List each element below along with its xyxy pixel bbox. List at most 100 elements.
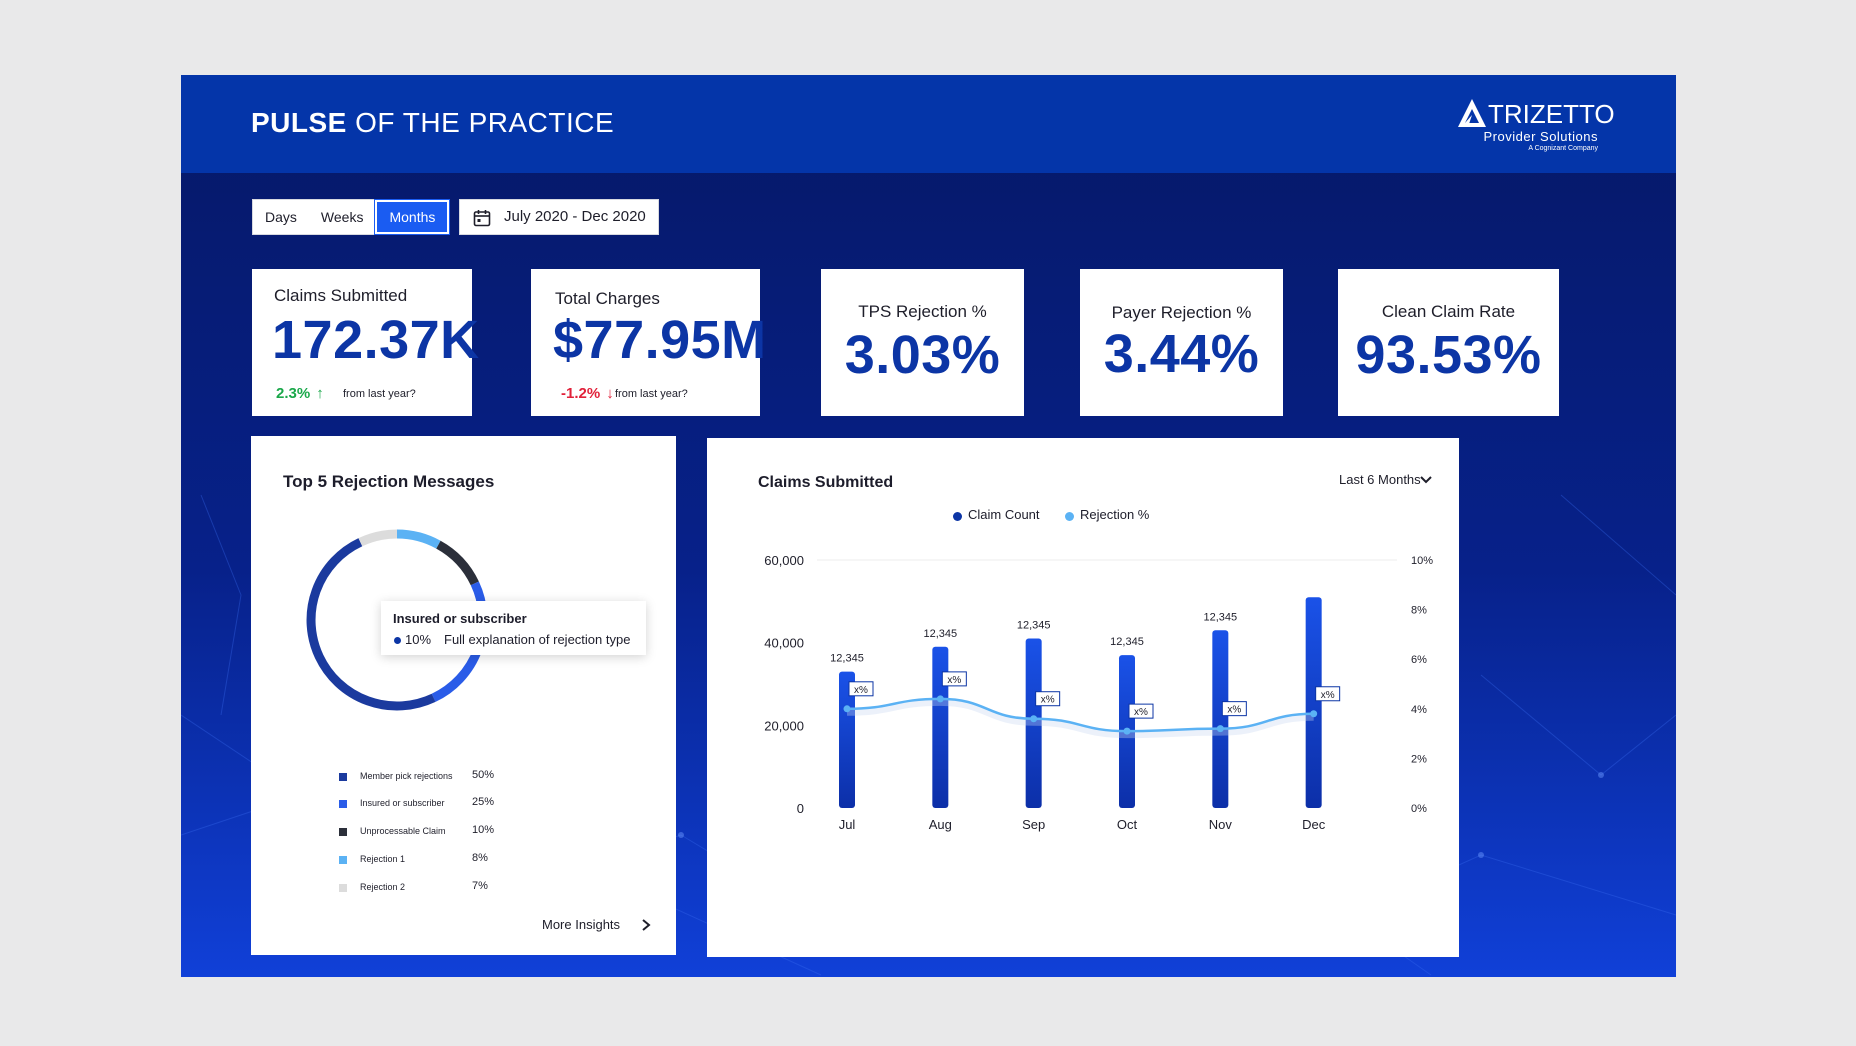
rejection-line xyxy=(846,697,1314,733)
legend-label: Member pick rejections xyxy=(360,771,453,781)
kpi-value: 3.44% xyxy=(1103,324,1260,384)
kpi-claims-submitted: Claims Submitted 172.37K 2.3% ↑ from last… xyxy=(252,269,479,416)
line-value-box xyxy=(941,671,967,687)
kpi-delta-value: 2.3% xyxy=(276,385,311,402)
kpi-label: Claims Submitted xyxy=(274,286,408,305)
legend-label-rejection: Rejection % xyxy=(1080,507,1150,522)
page-title: PULSE OF THE PRACTICE xyxy=(251,107,614,139)
tooltip-percent: 10% xyxy=(405,632,432,647)
line-value-label: x% xyxy=(1134,707,1148,718)
donut-slice[interactable] xyxy=(396,529,441,549)
range-dropdown[interactable]: Last 6 Months xyxy=(1339,472,1421,487)
legend-swatch-rejection xyxy=(1065,512,1074,521)
y2-tick-label: 4% xyxy=(1411,704,1427,716)
tooltip-title: Insured or subscriber xyxy=(393,611,527,626)
legend-swatch xyxy=(339,884,347,892)
y-tick-label: 60,000 xyxy=(764,553,804,568)
legend-value: 10% xyxy=(472,824,495,836)
bar-sep[interactable] xyxy=(1025,638,1042,808)
line-point[interactable] xyxy=(1030,715,1038,723)
bar-value-label: 12,345 xyxy=(1110,636,1144,648)
y2-tick-label: 0% xyxy=(1411,803,1427,815)
legend-value: 25% xyxy=(472,796,495,808)
donut-slice[interactable] xyxy=(436,540,479,586)
bar-dec[interactable] xyxy=(1305,597,1322,808)
x-axis: Jul Aug Sep Oct Nov Dec xyxy=(839,817,1326,832)
claims-chart: 0 20,000 40,000 60,000 0% 2% 4% 6% 8% 10% 12,345… xyxy=(764,553,1433,832)
chevron-right-icon[interactable] xyxy=(641,919,651,931)
rejection-messages-card: Top 5 Rejection Messages Insured or subs… xyxy=(251,436,676,955)
legend-item-member-pick: Member pick rejections 50% xyxy=(339,769,519,785)
kpi-delta: -1.2% ↓ xyxy=(561,385,614,402)
line-value-label: x% xyxy=(1321,690,1335,701)
legend-label-claim-count: Claim Count xyxy=(968,507,1040,522)
y-tick-label: 20,000 xyxy=(764,718,804,733)
line-value-label: x% xyxy=(1041,695,1055,706)
y-axis-right: 0% 2% 4% 6% 8% 10% xyxy=(1411,555,1433,815)
donut-slice[interactable] xyxy=(306,538,436,711)
period-toggle: Days Weeks Months xyxy=(252,199,451,235)
bar-jul[interactable] xyxy=(839,671,855,808)
legend-value: 8% xyxy=(472,852,488,864)
legend-item-insured: Insured or subscriber 25% xyxy=(339,796,519,812)
line-value-box xyxy=(1128,703,1154,719)
arrow-down-icon: ↓ xyxy=(606,385,614,402)
legend-value: 50% xyxy=(472,769,495,781)
date-range-value: July 2020 - Dec 2020 xyxy=(504,208,646,225)
calendar-icon xyxy=(473,210,491,227)
line-point[interactable] xyxy=(1123,727,1131,735)
legend-item-unprocessable: Unprocessable Claim 10% xyxy=(339,824,519,840)
logo-wordmark: TRIZETTO xyxy=(1488,99,1615,129)
x-tick-label: Jul xyxy=(839,817,856,832)
line-value-box xyxy=(848,681,874,697)
y2-tick-label: 2% xyxy=(1411,753,1427,765)
line-point[interactable] xyxy=(936,695,944,703)
donut-slice[interactable] xyxy=(358,529,398,547)
kpi-value: 172.37K xyxy=(272,310,480,370)
kpi-value: 3.03% xyxy=(844,325,1001,385)
bar-aug[interactable] xyxy=(932,646,949,808)
y2-tick-label: 10% xyxy=(1411,555,1433,567)
period-weeks-button[interactable]: Weeks xyxy=(320,209,364,225)
period-days-button[interactable]: Days xyxy=(265,209,297,225)
trizetto-logo-icon xyxy=(1458,99,1486,127)
page-title-strong: PULSE xyxy=(251,107,347,138)
y-axis-left: 0 20,000 40,000 60,000 xyxy=(764,553,804,816)
y-tick-label: 40,000 xyxy=(764,636,804,651)
kpi-value: 93.53% xyxy=(1355,325,1542,385)
legend-swatch xyxy=(339,828,347,836)
legend-swatch xyxy=(339,856,347,864)
y2-tick-label: 6% xyxy=(1411,654,1427,666)
date-range-picker[interactable]: July 2020 - Dec 2020 xyxy=(459,199,659,235)
line-point[interactable] xyxy=(1310,710,1318,718)
tooltip-swatch xyxy=(394,637,401,644)
legend-swatch xyxy=(339,800,347,808)
header-bar: PULSE OF THE PRACTICE TRIZETTO Provider … xyxy=(181,75,1676,173)
bar-nov[interactable] xyxy=(1212,630,1229,808)
line-value-label: x% xyxy=(1227,705,1241,716)
chevron-down-icon[interactable] xyxy=(1420,475,1432,485)
legend-label: Rejection 1 xyxy=(360,854,406,864)
line-value-label: x% xyxy=(854,685,868,696)
kpi-clean-claim-rate: Clean Claim Rate 93.53% xyxy=(1338,269,1559,416)
x-tick-label: Aug xyxy=(929,817,952,832)
card-title: Claims Submitted xyxy=(758,474,894,491)
kpi-label: Total Charges xyxy=(555,289,660,308)
x-tick-label: Dec xyxy=(1302,817,1326,832)
line-value-label: x% xyxy=(947,675,961,686)
bar-value-labels: 12,345 12,345 12,345 12,345 12,345 xyxy=(830,611,1237,664)
more-insights-link[interactable]: More Insights xyxy=(542,917,621,932)
bar-value-label: 12,345 xyxy=(1204,611,1238,623)
line-point[interactable] xyxy=(1216,725,1224,733)
kpi-delta-value: -1.2% xyxy=(561,385,601,402)
legend-value: 7% xyxy=(472,880,488,892)
claims-submitted-card: 0 20,000 40,000 60,000 0% 2% 4% 6% 8% 10% 12,345… xyxy=(707,438,1459,957)
kpi-delta-caption: from last year? xyxy=(343,388,416,400)
kpi-label: Clean Claim Rate xyxy=(1381,302,1516,321)
line-point[interactable] xyxy=(843,705,851,713)
bar-value-label: 12,345 xyxy=(924,628,958,640)
kpi-value: $77.95M xyxy=(553,310,767,370)
period-months-button[interactable]: Months xyxy=(374,199,451,235)
x-tick-label: Oct xyxy=(1117,817,1138,832)
bar-value-label: 12,345 xyxy=(1017,620,1051,632)
